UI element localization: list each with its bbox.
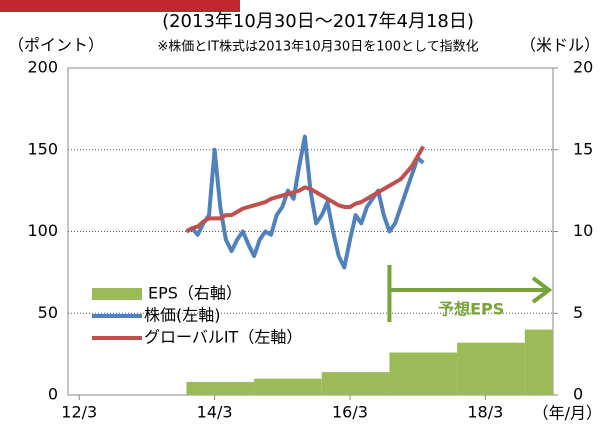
x-tick-label: 12/3 [61, 403, 97, 422]
series-line [185, 134, 425, 270]
y-tick-label: 50 [38, 303, 58, 322]
y2-tick-label: 10 [573, 221, 593, 240]
chart-note: ※株価とIT株式は2013年10月30日を100として指数化 [157, 40, 478, 55]
y-tick-label: 0 [48, 385, 58, 404]
title-banner [0, 0, 240, 12]
y2-tick-label: 0 [573, 385, 583, 404]
y-axis-label: （ポイント） [8, 36, 104, 55]
series-line [185, 145, 426, 234]
y-tick-label: 150 [27, 139, 58, 158]
x-tick-label: 14/3 [197, 403, 233, 422]
x-axis-label: （年/月） [533, 404, 602, 423]
eps-bar [186, 381, 255, 395]
eps-bar [457, 342, 525, 395]
annotation-text: 予想EPS [438, 300, 504, 319]
eps-bar [524, 329, 553, 395]
legend-label: 株価(左軸) [144, 306, 221, 325]
eps-bar [321, 372, 390, 395]
y-tick-label: 200 [27, 58, 58, 77]
x-tick-label: 16/3 [332, 403, 368, 422]
legend-swatch [92, 288, 142, 300]
eps-bar [389, 352, 458, 395]
chart-subtitle: (2013年10月30日～2017年4月18日) [162, 11, 474, 32]
y-tick-label: 100 [27, 221, 58, 240]
legend-label: EPS（右軸） [148, 284, 242, 303]
x-tick-label: 18/3 [467, 403, 503, 422]
eps-bar [254, 378, 322, 395]
y2-tick-label: 15 [573, 139, 593, 158]
y2-tick-label: 20 [573, 58, 593, 77]
y2-axis-label: （米ドル） [520, 36, 600, 55]
legend-label: グローバルIT（左軸） [144, 328, 302, 347]
y2-tick-label: 5 [573, 303, 583, 322]
annotation-arrowhead [531, 276, 553, 304]
